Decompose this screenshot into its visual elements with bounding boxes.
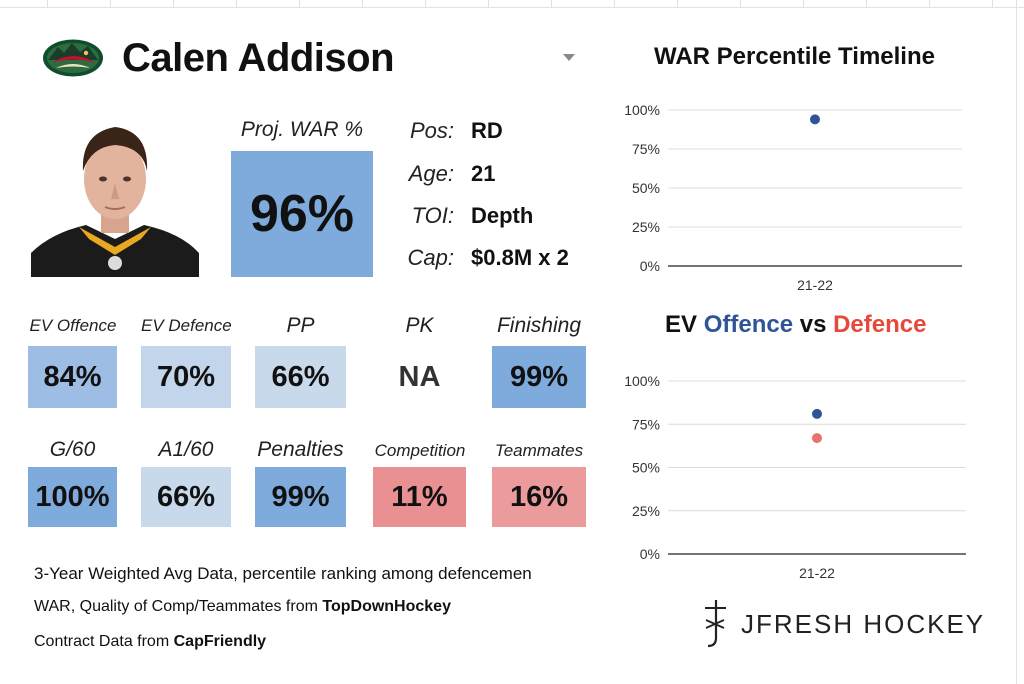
stat-box-competition: 11% <box>373 467 466 527</box>
stat-label-pk: PK <box>405 314 434 337</box>
brand-name: JFRESH HOCKEY <box>741 609 986 639</box>
footer-contract-source: Contract Data from CapFriendly <box>34 633 267 650</box>
pos-label: Pos: <box>409 118 454 143</box>
stat-label-g60: G/60 <box>49 438 96 461</box>
jfresh-logo <box>705 600 726 648</box>
ev-offence-defence-chart: 0% 25% 50% 75% 100% 21-22 <box>624 373 966 581</box>
toi-label: TOI: <box>411 203 454 228</box>
stat-label-a160: A1/60 <box>158 438 214 461</box>
stat-box-teammates: 16% <box>492 467 586 527</box>
stat-label-competition: Competition <box>374 441 466 460</box>
stat-label-pp: PP <box>286 314 315 337</box>
stat-box-a160: 66% <box>141 467 231 527</box>
stat-box-finishing: 99% <box>492 346 586 408</box>
y-tick-label: 50% <box>632 180 660 196</box>
team-logo <box>43 39 103 77</box>
data-point-series-2 <box>812 433 822 444</box>
toi-value: Depth <box>471 203 534 228</box>
player-name: Calen Addison <box>122 36 395 80</box>
footer-war-source: WAR, Quality of Comp/Teammates from TopD… <box>34 598 451 615</box>
y-tick-label: 75% <box>632 141 660 157</box>
title-part-offence: Offence <box>703 311 794 338</box>
y-tick-label: 0% <box>640 546 660 562</box>
x-tick-label: 21-22 <box>797 277 833 293</box>
chart-title-ev-offence-defence: EV Offence vs Defence <box>665 311 926 339</box>
stat-box-pk: NA <box>373 346 466 408</box>
stat-label-ev-offence: EV Offence <box>29 316 117 335</box>
pos-value: RD <box>471 118 503 143</box>
title-part-vs: vs <box>793 311 834 338</box>
y-tick-label: 75% <box>632 416 660 432</box>
footer-methodology: 3-Year Weighted Avg Data, percentile ran… <box>34 564 532 583</box>
y-tick-label: 0% <box>640 258 660 274</box>
y-tick-label: 100% <box>624 102 660 118</box>
data-point-series-1 <box>812 408 822 419</box>
stat-label-ev-defence: EV Defence <box>141 316 232 335</box>
y-tick-label: 50% <box>632 460 660 476</box>
y-tick-label: 25% <box>632 219 660 235</box>
stat-box-ev-defence: 70% <box>141 346 231 408</box>
age-label: Age: <box>408 161 454 186</box>
stat-label-finishing: Finishing <box>496 314 582 337</box>
y-tick-label: 25% <box>632 503 660 519</box>
title-part-ev: EV <box>665 311 704 338</box>
source-capfriendly: CapFriendly <box>173 633 267 650</box>
stat-box-pp: 66% <box>255 346 346 408</box>
proj-war-value: 96% <box>231 151 373 277</box>
stat-box-g60: 100% <box>28 467 117 527</box>
source-topdownhockey: TopDownHockey <box>322 598 451 615</box>
age-value: 21 <box>471 161 496 186</box>
title-part-defence: Defence <box>833 311 927 338</box>
stat-box-penalties: 99% <box>255 467 346 527</box>
chevron-down-icon[interactable] <box>563 54 575 61</box>
player-headshot <box>31 113 199 277</box>
stat-box-ev-offence: 84% <box>28 346 117 408</box>
war-percentile-chart: 0% 25% 50% 75% 100% 21-22 <box>624 102 962 293</box>
data-point-series-1 <box>810 114 820 125</box>
y-tick-label: 100% <box>624 373 660 389</box>
x-tick-label: 21-22 <box>799 565 835 581</box>
stat-label-penalties: Penalties <box>257 438 344 461</box>
chart-title-war-timeline: WAR Percentile Timeline <box>654 43 935 70</box>
proj-war-label: Proj. WAR % <box>240 118 364 141</box>
cap-value: $0.8M x 2 <box>471 245 569 270</box>
cap-label: Cap: <box>407 245 454 270</box>
stat-label-teammates: Teammates <box>494 441 584 460</box>
